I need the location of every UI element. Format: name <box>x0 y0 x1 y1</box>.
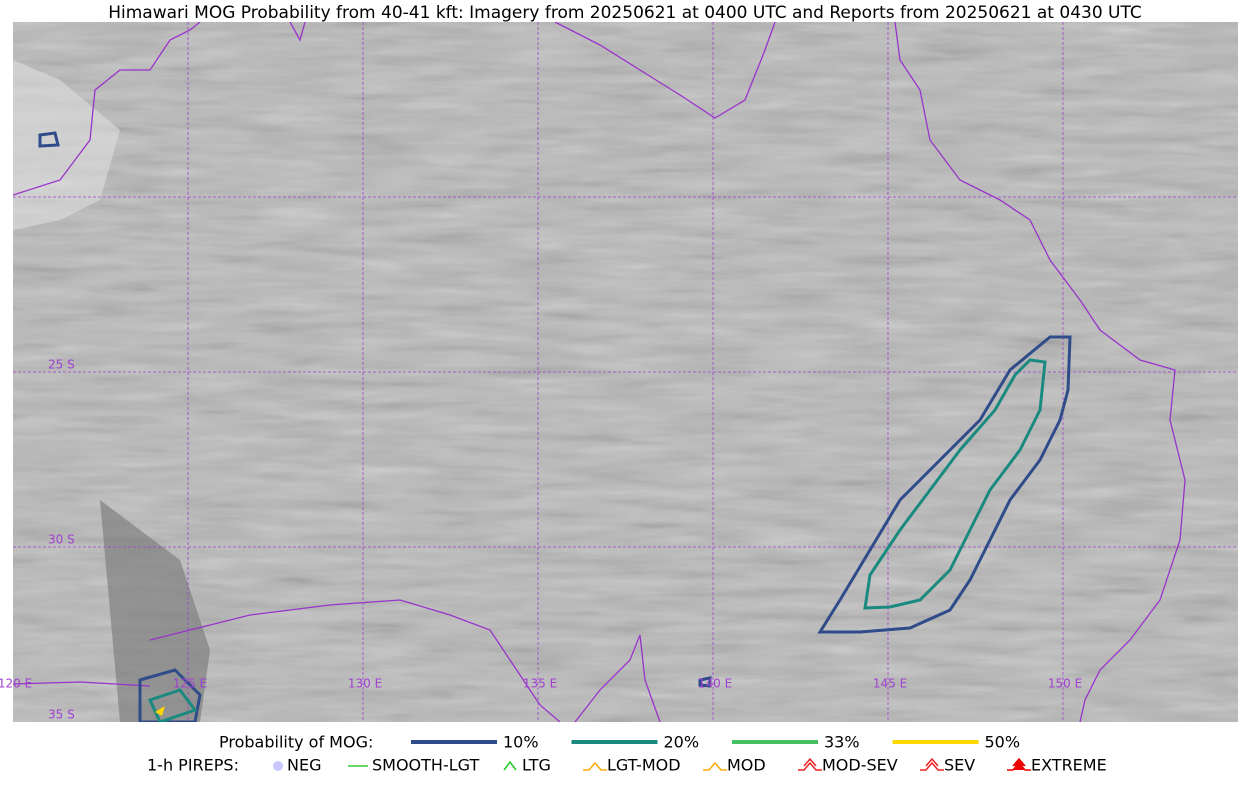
pirep-label: NEG <box>287 756 321 775</box>
pirep-label: LGT-MOD <box>607 756 681 775</box>
lon-label: 130 E <box>348 677 382 691</box>
probability-contours <box>38 131 1072 722</box>
pirep-label: EXTREME <box>1031 756 1107 775</box>
lon-label: 135 E <box>523 677 557 691</box>
pirep-icon <box>798 757 822 771</box>
grid-labels: 120 E 125 E 130 E 135 E 140 E 145 E 150 E 25 S 3… <box>0 358 1082 722</box>
pirep-icon <box>1007 757 1031 771</box>
pirep-label: MOD-SEV <box>822 756 898 775</box>
pirep-icon <box>273 761 283 771</box>
pirep-icon <box>503 760 517 771</box>
pirep-label: LTG <box>522 756 551 775</box>
map-title: Himawari MOG Probability from 40-41 kft:… <box>108 3 1142 23</box>
legend-title: Probability of MOG: <box>219 733 373 752</box>
pirep-label: MOD <box>727 756 766 775</box>
pirep-label: SEV <box>944 756 975 775</box>
legend-label: 33% <box>824 733 860 752</box>
cloud-area <box>13 60 120 230</box>
pirep-label: SMOOTH-LGT <box>372 756 479 775</box>
pirep-icon <box>583 761 607 771</box>
cloud-area <box>100 500 210 722</box>
lon-label: 140 E <box>698 677 732 691</box>
lat-label: 30 S <box>48 533 75 547</box>
lat-label: 25 S <box>48 358 75 372</box>
map-area <box>13 22 1238 722</box>
lat-label: 35 S <box>48 708 75 722</box>
legend-label: 10% <box>503 733 539 752</box>
probability-50-area <box>155 706 165 716</box>
legend: Probability of MOG: 10% 20% 33% 50% 1-h PIREP… <box>147 733 1107 775</box>
lon-label: 145 E <box>873 677 907 691</box>
legend-label: 20% <box>664 733 700 752</box>
lon-label: 150 E <box>1048 677 1082 691</box>
lon-label: 120 E <box>0 677 32 691</box>
pirep-icon <box>703 761 727 771</box>
coastlines <box>13 22 1186 722</box>
lon-label: 125 E <box>173 677 207 691</box>
grid <box>13 22 1238 722</box>
pirep-icon <box>920 757 944 771</box>
legend-title: 1-h PIREPS: <box>147 756 239 775</box>
legend-label: 50% <box>985 733 1021 752</box>
